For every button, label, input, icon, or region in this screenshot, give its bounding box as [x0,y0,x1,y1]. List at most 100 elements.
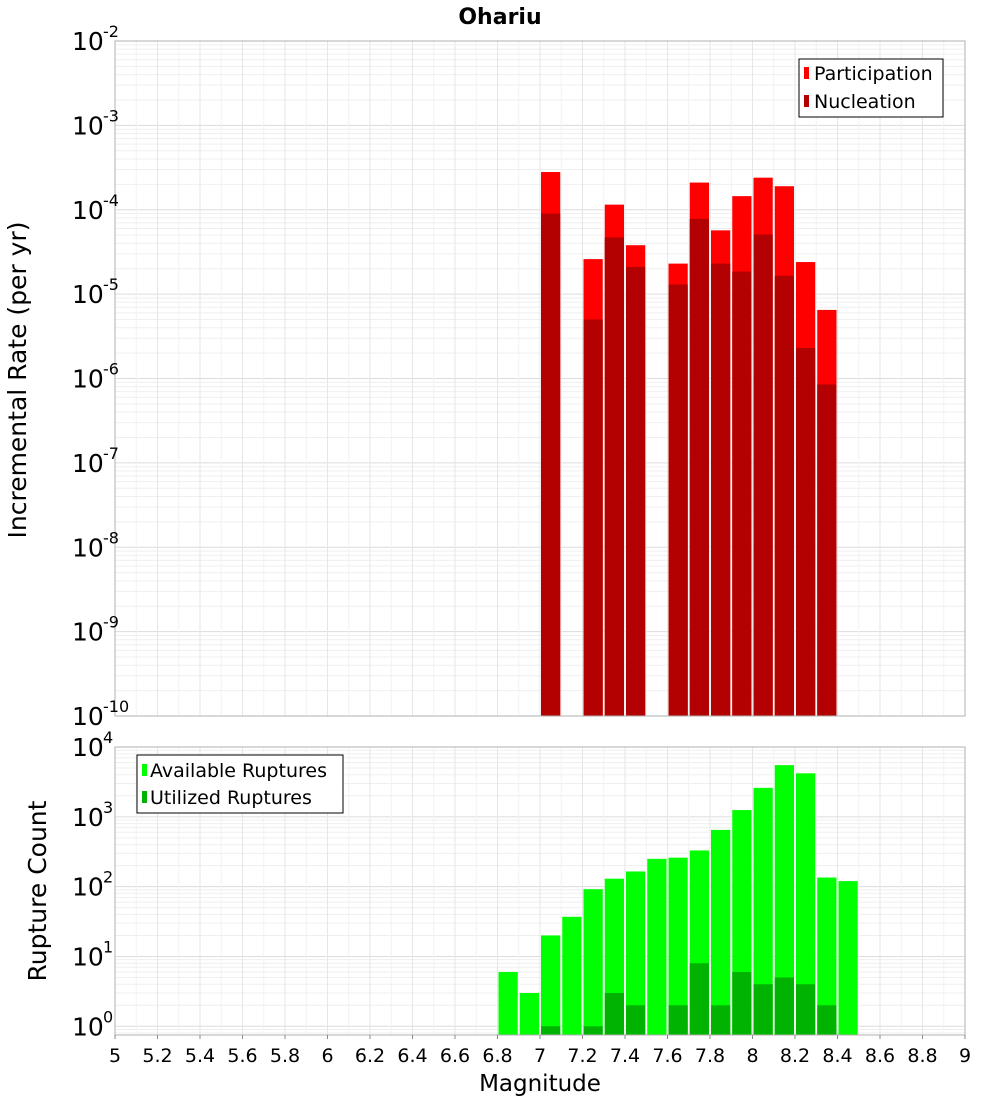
legend-swatch-participation [804,67,809,79]
rate-bar-nucleation [753,234,773,716]
top-legend: Participation Nucleation [798,58,944,118]
top-y-axis-label: Incremental Rate (per yr) [3,222,32,539]
y-tick-base: 10 [72,196,104,225]
y-tick-label: 10 -10 [72,697,129,731]
y-tick-exponent: 2 [103,868,113,887]
count-bar-utilized-ruptures [541,1026,561,1035]
count-bar-available-ruptures [562,916,582,1035]
x-tick-label: 5.8 [270,1045,300,1067]
legend-label-utilized: Utilized Ruptures [150,787,312,809]
y-tick-base: 10 [72,873,104,902]
y-tick-base: 10 [72,618,104,647]
y-tick-exponent: -2 [103,22,119,41]
count-bar-utilized-ruptures [604,992,624,1035]
x-tick-label: 6.6 [440,1045,470,1067]
rate-bar-nucleation [626,266,646,716]
y-tick-base: 10 [72,942,104,971]
legend-label-nucleation: Nucleation [814,91,916,113]
count-bar-available-ruptures [838,881,858,1035]
rate-bar-nucleation [817,384,837,716]
rate-bar-nucleation [583,319,603,716]
y-tick-label: 10 2 [72,868,113,902]
y-tick-base: 10 [72,533,104,562]
y-tick-base: 10 [72,803,104,832]
rate-bar-nucleation [541,213,561,717]
y-tick-label: 10 -5 [72,275,119,309]
rate-bar-nucleation [732,271,752,716]
count-bar-utilized-ruptures [817,1005,837,1035]
y-tick-exponent: 1 [103,937,113,956]
y-tick-base: 10 [72,733,104,762]
count-bar-available-ruptures [498,971,518,1035]
count-bar-utilized-ruptures [668,1005,688,1035]
y-tick-label: 10 -4 [72,191,119,225]
y-tick-label: 10 -2 [72,22,119,56]
x-tick-label: 8.8 [907,1045,937,1067]
chart-title: Ohariu [458,5,541,30]
count-bar-available-ruptures [519,992,539,1035]
y-tick-exponent: -6 [103,360,119,379]
y-tick-exponent: 4 [103,728,113,747]
count-bar-utilized-ruptures [732,971,752,1035]
y-tick-exponent: 0 [103,1007,113,1026]
top-gridlines [114,40,966,717]
y-tick-label: 10 1 [72,937,113,971]
legend-swatch-nucleation [804,95,809,107]
y-tick-exponent: -5 [103,275,119,294]
top-plot-border [114,40,966,717]
y-tick-exponent: 3 [103,798,113,817]
rate-bar-nucleation [774,275,794,716]
x-tick-label: 8 [746,1045,758,1067]
y-tick-exponent: -7 [103,444,119,463]
y-tick-label: 10 4 [72,728,113,762]
x-axis-label: Magnitude [479,1071,601,1097]
x-tick-label: 6.4 [397,1045,427,1067]
x-tick-label: 8.4 [822,1045,852,1067]
legend-label-available: Available Ruptures [150,760,327,782]
count-bar-available-ruptures [711,829,731,1035]
y-tick-base: 10 [72,702,104,731]
y-tick-exponent: -10 [103,697,129,716]
bottom-y-axis-label: Rupture Count [23,800,52,981]
x-tick-label: 8.2 [780,1045,810,1067]
y-tick-label: 10 -9 [72,613,119,647]
x-tick-label: 7 [534,1045,546,1067]
rate-bar-nucleation [668,284,688,716]
x-tick-label: 7.4 [610,1045,640,1067]
y-tick-base: 10 [72,449,104,478]
x-tick-label: 5.6 [227,1045,257,1067]
y-tick-base: 10 [72,280,104,309]
y-tick-exponent: -8 [103,528,119,547]
rate-bar-nucleation [689,218,709,716]
x-tick-label: 8.6 [865,1045,895,1067]
y-tick-label: 10 -6 [72,360,119,394]
count-bar-available-ruptures [541,935,561,1035]
count-bar-available-ruptures [583,889,603,1035]
count-bar-available-ruptures [796,773,816,1035]
count-bar-available-ruptures [668,857,688,1035]
legend-swatch-utilized [142,791,147,803]
bottom-legend: Available Ruptures Utilized Ruptures [136,754,344,814]
x-tick-label: 7.2 [567,1045,597,1067]
y-tick-label: 10 -8 [72,528,119,562]
y-tick-label: 10 -7 [72,444,119,478]
y-tick-exponent: -4 [103,191,119,210]
y-tick-base: 10 [72,365,104,394]
y-tick-base: 10 [72,111,104,140]
x-tick-label: 7.6 [652,1045,682,1067]
y-tick-exponent: -9 [103,613,119,632]
x-tick-label: 6 [321,1045,333,1067]
rate-bar-nucleation [604,237,624,716]
x-tick-label: 5.2 [142,1045,172,1067]
count-bar-utilized-ruptures [711,1005,731,1035]
y-tick-exponent: -3 [103,106,119,125]
rate-bar-nucleation [711,263,731,716]
legend-label-participation: Participation [814,63,933,85]
count-bar-utilized-ruptures [796,984,816,1035]
count-bar-utilized-ruptures [689,963,709,1035]
y-tick-label: 10 3 [72,798,113,832]
